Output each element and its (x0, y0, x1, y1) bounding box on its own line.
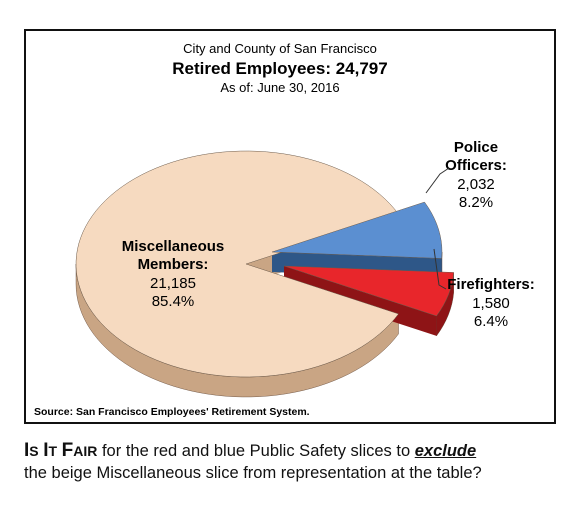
chart-title-line2: Retired Employees: 24,797 (172, 59, 387, 78)
misc-label-line2: Members: (138, 256, 209, 273)
source-note: Source: San Francisco Employees' Retirem… (34, 406, 310, 418)
caption-line1: IS IT FAIR for the red and blue Public S… (24, 440, 569, 462)
chart-title-line3: As of: June 30, 2016 (220, 80, 339, 95)
chart-frame: City and County of San Francisco Retired… (24, 29, 556, 424)
firefighters-percent-label: 6.4% (474, 313, 508, 330)
caption-heading: IS IT FAIR (24, 440, 98, 461)
caption-emphasis: exclude (414, 442, 477, 460)
police-percent-label: 8.2% (459, 194, 493, 211)
police-value-label: 2,032 (457, 176, 495, 193)
misc-slice (75, 150, 399, 378)
caption: IS IT FAIR for the red and blue Public S… (24, 440, 569, 484)
firefighters-label-line1: Firefighters: (447, 276, 535, 293)
misc-percent-label: 85.4% (152, 293, 195, 310)
pie-chart: City and County of San Francisco Retired… (34, 41, 535, 418)
police-label-line1: Police (454, 139, 498, 156)
chart-title-line1: City and County of San Francisco (183, 41, 377, 56)
misc-value-label: 21,185 (150, 275, 196, 292)
police-slice (271, 201, 443, 259)
firefighters-leader-line (433, 248, 447, 290)
misc-label-line1: Miscellaneous (122, 238, 225, 255)
firefighters-value-label: 1,580 (472, 295, 510, 312)
firefighters-slice (283, 265, 455, 317)
caption-text-a: for the red and blue Public Safety slice… (97, 442, 415, 460)
police-label-line2: Officers: (445, 157, 507, 174)
caption-line2: the beige Miscellaneous slice from repre… (24, 464, 482, 482)
firefighters-slice-wall (284, 266, 437, 336)
police-leader-line (425, 167, 450, 194)
